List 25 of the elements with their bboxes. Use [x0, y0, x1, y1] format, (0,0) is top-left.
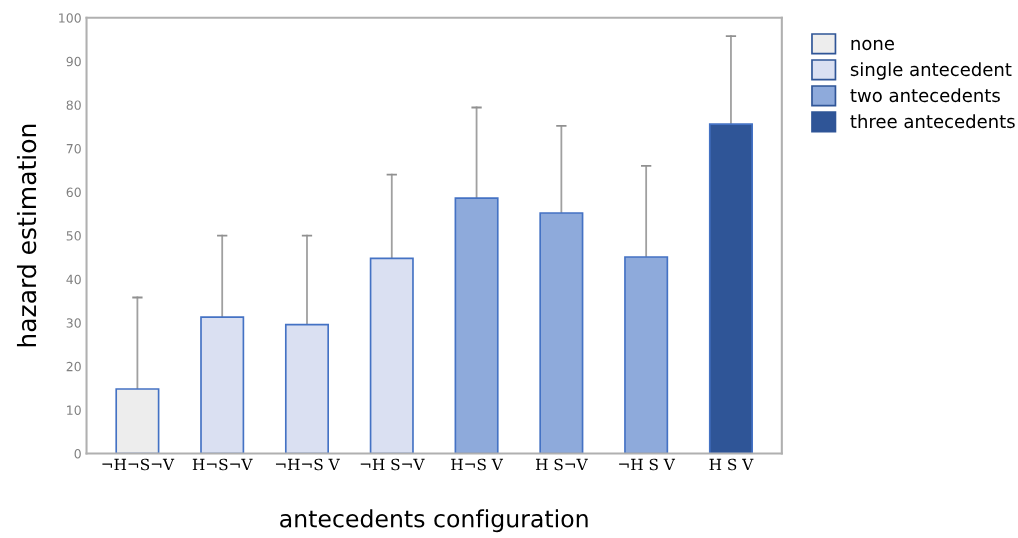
x-tick-label: H¬S¬V	[192, 458, 253, 471]
y-tick-label: 70	[66, 143, 81, 154]
y-tick-label: 50	[66, 231, 81, 241]
x-tick-label: ¬H S V	[619, 458, 676, 471]
y-tick-label: 0	[74, 449, 81, 459]
y-tick-label: 10	[67, 405, 81, 415]
y-tick-label: 60	[66, 187, 81, 197]
x-tick-label: H¬S V	[451, 458, 504, 471]
x-tick-label: ¬H¬S¬V	[102, 458, 175, 471]
y-tick-label: 100	[59, 13, 81, 23]
y-tick-label: 30	[66, 318, 81, 328]
legend-label: two antecedents	[850, 88, 1000, 103]
y-tick-label: 40	[66, 274, 81, 285]
x-tick-label: H S V	[709, 458, 754, 471]
y-tick-label: 90	[66, 56, 81, 67]
y-axis-title: hazard estimation	[16, 124, 37, 347]
y-tick-label: 20	[66, 361, 81, 372]
y-tick-label: 80	[66, 100, 81, 110]
x-tick-label: H S¬V	[535, 458, 588, 471]
legend-label: single antecedent	[850, 62, 1012, 80]
x-tick-label: ¬H¬S V	[275, 458, 340, 471]
x-axis-title: antecedents configuration	[280, 509, 588, 533]
legend-label: none	[851, 39, 894, 51]
x-tick-label: ¬H S¬V	[360, 458, 425, 471]
legend-label: three antecedents	[850, 114, 1015, 129]
